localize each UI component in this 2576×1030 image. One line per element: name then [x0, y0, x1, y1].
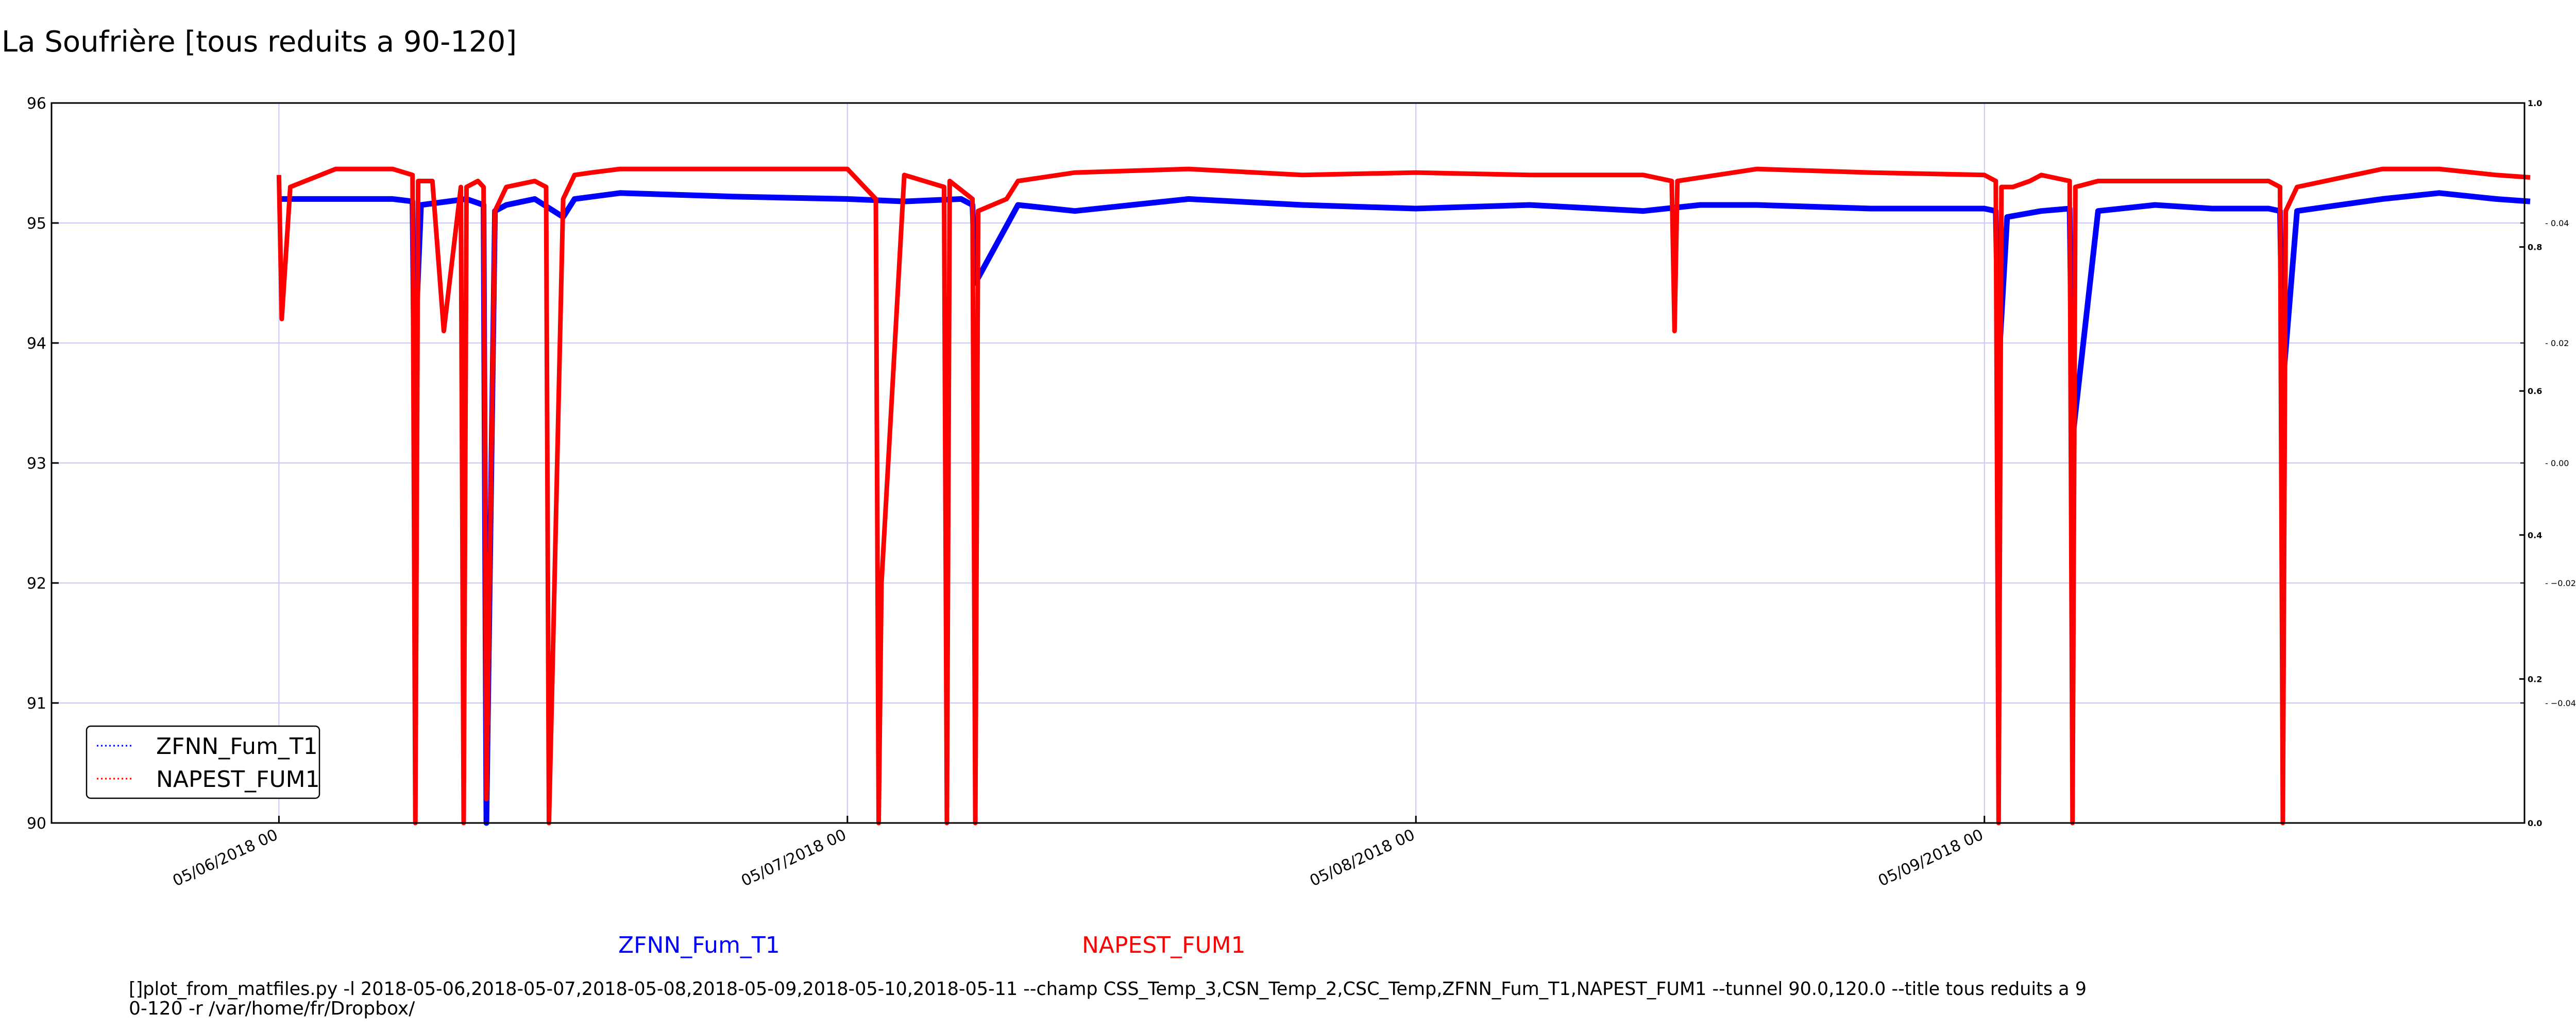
ytick-label-3: 93	[27, 455, 46, 473]
command-line-2: 0-120 -r /var/home/fr/Dropbox/	[129, 998, 415, 1019]
rtick-inner-label-4: - 0.04	[2545, 218, 2569, 228]
rtick-outer-label-5: 1.0	[2528, 98, 2542, 108]
rtick-outer-label-4: 0.8	[2528, 243, 2542, 252]
rtick-outer-label-0: 0.0	[2528, 818, 2542, 828]
ytick-label-1: 91	[27, 695, 46, 713]
legend-label-1: NAPEST_FUM1	[156, 766, 320, 793]
xtick-label-1: 05/07/2018 00	[738, 826, 849, 890]
legend: ZFNN_Fum_T1 NAPEST_FUM1	[86, 725, 320, 799]
ytick-label-6: 96	[27, 95, 46, 113]
plot-area: 90 91 92 93 94 95 96 0.0 0.2 0.4 0.6 0.8 1.0 - −0.04 -…	[27, 95, 2576, 890]
xtick-label-0: 05/06/2018 00	[170, 826, 281, 890]
series-caption-zfnn: ZFNN_Fum_T1	[618, 932, 780, 958]
series-dots-0	[279, 192, 2531, 823]
xtick-label-3: 05/09/2018 00	[1875, 826, 1986, 890]
ytick-label-5: 95	[27, 215, 46, 233]
chart-title: La Soufrière [tous reduits a 90-120]	[2, 25, 517, 59]
rtick-outer-label-1: 0.2	[2528, 674, 2542, 684]
ytick-label-2: 92	[27, 575, 46, 593]
rtick-inner-label-1: - −0.02	[2545, 578, 2576, 588]
series-line-0	[279, 190, 2531, 826]
series-line-1	[276, 166, 2531, 826]
ytick-label-0: 90	[27, 815, 46, 833]
xtick-label-2: 05/08/2018 00	[1307, 826, 1418, 890]
rtick-inner-label-2: - 0.00	[2545, 458, 2569, 468]
legend-label-0: ZFNN_Fum_T1	[156, 733, 318, 760]
ytick-label-4: 94	[27, 335, 46, 353]
rtick-outer-label-2: 0.4	[2528, 530, 2542, 540]
rtick-inner-label-3: - 0.02	[2545, 338, 2569, 348]
rtick-outer-label-3: 0.6	[2528, 386, 2542, 396]
series-caption-napest: NAPEST_FUM1	[1082, 932, 1246, 958]
rtick-inner-label-0: - −0.04	[2545, 698, 2576, 708]
command-line-1: []plot_from_matfiles.py -l 2018-05-06,20…	[129, 978, 2087, 1000]
legend-box	[86, 725, 320, 799]
series-dots-1	[278, 168, 2531, 823]
